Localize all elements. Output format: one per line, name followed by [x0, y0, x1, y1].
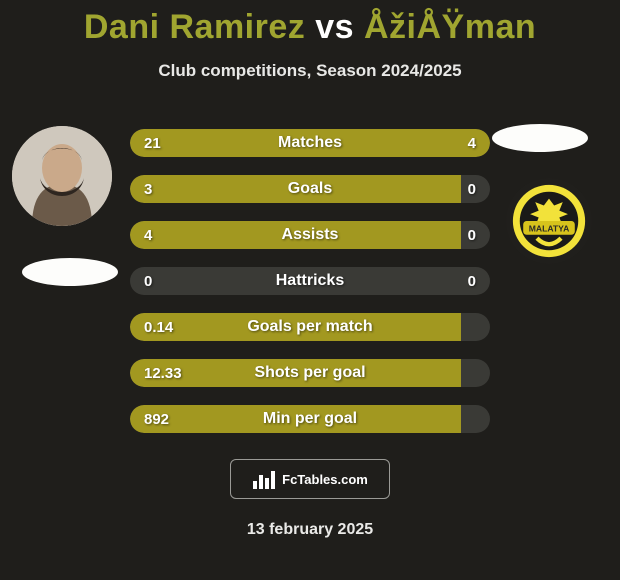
stat-bar: 0Hattricks0	[130, 267, 490, 295]
crest-banner-text: MALATYA	[529, 223, 570, 233]
crest-icon: MALATYA	[506, 178, 592, 264]
stat-value-right: 4	[468, 135, 476, 152]
stat-label: Goals	[130, 180, 490, 198]
title-vs: vs	[315, 8, 354, 46]
stat-label: Assists	[130, 226, 490, 244]
brand-label: FcTables.com	[282, 472, 368, 487]
comparison-subtitle: Club competitions, Season 2024/2025	[0, 61, 620, 81]
stat-bar: 3Goals0	[130, 175, 490, 203]
title-player-left: Dani Ramirez	[84, 8, 305, 46]
team-left-oval	[22, 258, 118, 286]
title-player-right: ÅžiÅŸman	[364, 8, 536, 46]
stat-label: Goals per match	[130, 318, 490, 336]
stat-label: Shots per goal	[130, 364, 490, 382]
stat-label: Hattricks	[130, 272, 490, 290]
stat-value-right: 0	[468, 227, 476, 244]
team-right-crest: MALATYA	[506, 178, 592, 264]
comparison-title: Dani Ramirez vs ÅžiÅŸman	[0, 0, 620, 47]
avatar-face-icon	[12, 126, 112, 226]
chart-bars-icon	[252, 469, 276, 489]
stat-bar: 892Min per goal	[130, 405, 490, 433]
stat-label: Matches	[130, 134, 490, 152]
stat-bar: 12.33Shots per goal	[130, 359, 490, 387]
stat-bar: 21Matches4	[130, 129, 490, 157]
footer-date: 13 february 2025	[0, 521, 620, 539]
stat-bar: 4Assists0	[130, 221, 490, 249]
brand-badge[interactable]: FcTables.com	[230, 459, 390, 499]
player-left-avatar	[12, 126, 112, 226]
stat-value-right: 0	[468, 181, 476, 198]
stat-value-right: 0	[468, 273, 476, 290]
stat-bar: 0.14Goals per match	[130, 313, 490, 341]
stat-label: Min per goal	[130, 410, 490, 428]
team-right-oval	[492, 124, 588, 152]
